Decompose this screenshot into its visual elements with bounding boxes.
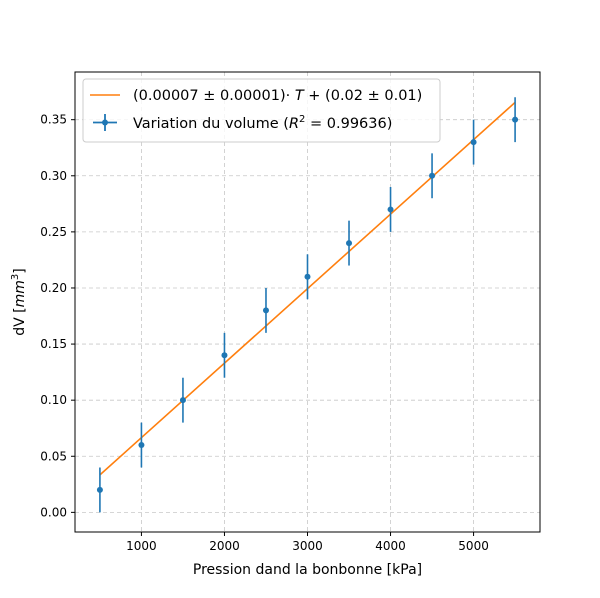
data-point xyxy=(387,206,394,213)
points-layer xyxy=(96,97,519,513)
data-point xyxy=(138,442,145,449)
data-point xyxy=(96,486,103,493)
y-tick-label: 0.30 xyxy=(40,169,67,183)
legend-data-exp: 2 xyxy=(299,114,305,125)
data-point xyxy=(512,116,519,123)
legend: (0.00007 ± 0.00001)· T + (0.02 ± 0.01) V… xyxy=(82,78,441,143)
data-point xyxy=(429,172,436,179)
y-axis-label-prefix: dV [ xyxy=(12,307,28,335)
data-point xyxy=(221,352,228,359)
data-point xyxy=(179,397,186,404)
x-tick-label: 5000 xyxy=(458,539,489,553)
legend-fit-label: (0.00007 ± 0.00001)· T + (0.02 ± 0.01) xyxy=(133,88,422,104)
data-point xyxy=(346,240,353,247)
y-axis-label: dV [mm3] xyxy=(10,268,28,336)
legend-fit-var: T xyxy=(295,88,305,104)
data-point xyxy=(262,307,269,314)
legend-fit-part2: + (0.02 ± 0.01) xyxy=(304,88,423,104)
x-tick-label: 3000 xyxy=(292,539,323,553)
y-tick-label: 0.10 xyxy=(40,393,67,407)
legend-data-r: R xyxy=(289,116,299,132)
x-tick-label: 2000 xyxy=(209,539,240,553)
y-tick-label: 0.00 xyxy=(40,505,67,519)
y-axis-label-unit: mm xyxy=(12,280,28,307)
x-tick-label: 4000 xyxy=(375,539,406,553)
legend-data-swatch-marker xyxy=(102,119,108,126)
data-point xyxy=(304,273,311,280)
y-axis-label-suffix: ] xyxy=(12,268,28,273)
x-axis-label: Pression dand la bonbonne [kPa] xyxy=(193,562,422,578)
y-tick-label: 0.15 xyxy=(40,337,67,351)
x-tick-label: 1000 xyxy=(126,539,157,553)
legend-fit-part1: (0.00007 ± 0.00001)· xyxy=(133,88,295,104)
y-tick-label: 0.05 xyxy=(40,449,67,463)
legend-data-label: Variation du volume (R2 = 0.99636) xyxy=(133,114,392,132)
y-tick-label: 0.20 xyxy=(40,281,67,295)
ticks: 1000 2000 3000 4000 5000 0.00 0.05 0.10 0.15 0.20… xyxy=(40,113,489,553)
y-tick-label: 0.25 xyxy=(40,225,67,239)
legend-data-part2: = 0.99636) xyxy=(305,116,392,132)
legend-data-part1: Variation du volume ( xyxy=(133,116,289,132)
legend-box xyxy=(82,78,441,143)
y-tick-label: 0.35 xyxy=(40,113,67,127)
data-point xyxy=(470,139,477,146)
y-axis-label-exp: 3 xyxy=(10,274,21,280)
